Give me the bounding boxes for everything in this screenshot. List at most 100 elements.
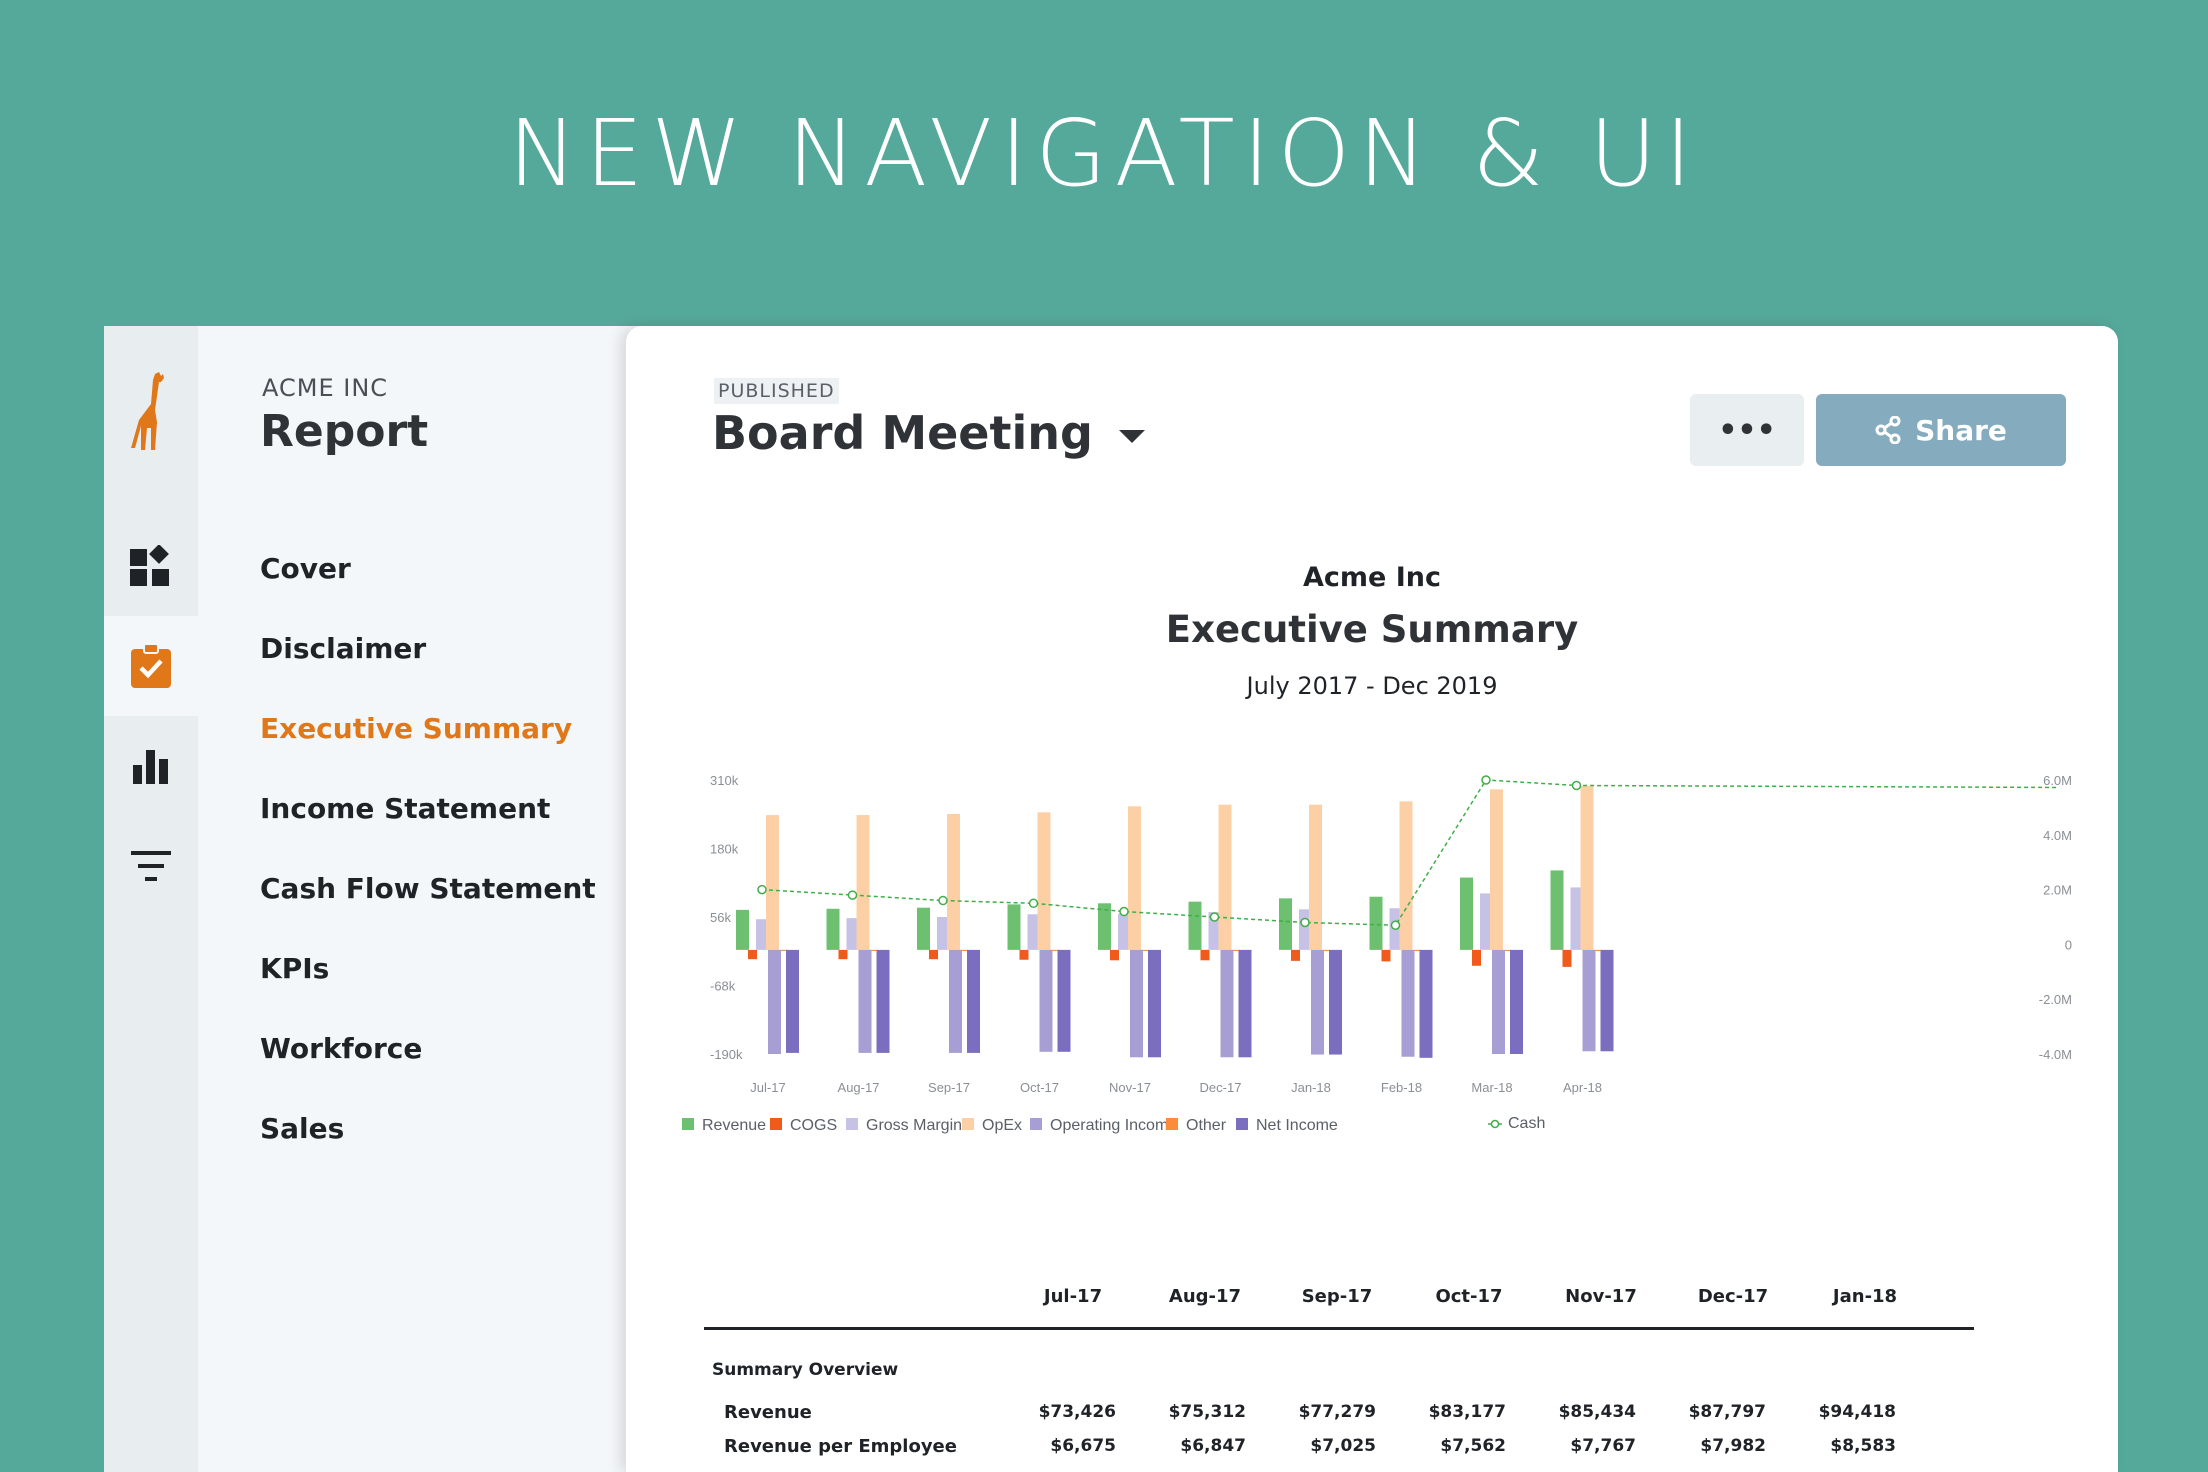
chart-title: Executive Summary [1165,608,1579,651]
bar-opex [1128,806,1141,950]
bar-operating-income [1582,949,1596,1052]
more-options-button[interactable]: ••• [1690,394,1804,466]
nav-item-cover[interactable]: Cover [260,552,351,585]
col-header: Sep-17 [1301,1286,1373,1307]
bar-gross-margin [1027,914,1041,950]
bar-opex [1218,804,1232,950]
bar-other [959,949,968,951]
y-tick-label: 310k [710,773,739,788]
bar-revenue [1460,877,1473,950]
bar-operating-income [858,949,872,1053]
executive-summary-chart: 310k 180k 56k -68k -190k 6.0M 4.0M 2.0M 0 -2.0M -4… [682,773,2072,1134]
bar-opex [1580,786,1594,950]
chart-subtitle: July 2017 - Dec 2019 [1246,672,1498,700]
bar-other [1411,949,1421,951]
bar-gross-margin [937,917,950,950]
legend-swatch [1236,1118,1248,1130]
bar-cogs [929,949,938,960]
table-cell: $7,982 [1700,1436,1766,1456]
bar-gross-margin [1480,893,1493,950]
bar-gross-margin [1208,912,1222,950]
legend-swatch [1166,1118,1178,1130]
y2-tick-label: 0 [2065,937,2072,952]
col-header: Aug-17 [1168,1286,1242,1307]
x-tick-label: Sep-17 [928,1080,970,1095]
y-tick-label: -68k [710,979,736,994]
section-label: Summary Overview [712,1360,899,1380]
bar-operating-income [1492,949,1505,1054]
x-tick-label: Dec-17 [1200,1080,1242,1095]
caret-down-icon [1118,429,1145,443]
cash-point [1300,917,1310,928]
share-button[interactable]: Share [1816,394,2066,466]
cash-point [1028,898,1039,909]
bar-cogs [1110,949,1119,961]
legend-swatch [770,1118,782,1130]
clipboard-check-icon[interactable] [104,616,198,716]
bar-revenue [1188,901,1202,950]
bar-gross-margin [846,918,860,950]
legend-label: Operating Income [1050,1117,1177,1134]
x-tick-label: Nov-17 [1109,1080,1151,1095]
cash-point [1481,775,1491,785]
bar-cogs [748,949,757,960]
bar-net-income [1419,949,1433,1058]
bar-opex [947,813,960,950]
bar-net-income [967,949,980,1053]
chart-company: Acme Inc [1302,562,1442,593]
bar-other [1230,949,1240,951]
table-header: Jul-17 Aug-17 Sep-17 Oct-17 Nov-17 Dec-1… [704,1286,1974,1330]
nav-list: Cover Disclaimer Executive Summary Incom… [260,552,596,1192]
x-tick-label: Mar-18 [1471,1080,1512,1095]
bar-net-income [1510,949,1523,1054]
app-window: ACME INC Report Cover Disclaimer Executi… [104,326,2118,1472]
x-tick-label: Apr-18 [1563,1080,1602,1095]
bar-opex [766,815,779,950]
document-title-dropdown[interactable]: Board Meeting [712,406,1145,460]
nav-item-executive-summary[interactable]: Executive Summary [260,712,573,745]
bar-cogs [1291,949,1300,961]
table-cell: $83,177 [1428,1402,1506,1422]
table-cell: $75,312 [1168,1402,1246,1422]
bar-operating-income [1401,949,1415,1057]
nav-item-cash-flow-statement[interactable]: Cash Flow Statement [260,872,596,905]
table-cell: $94,418 [1818,1402,1896,1422]
nav-item-workforce[interactable]: Workforce [260,1032,423,1065]
legend-label: Other [1186,1117,1227,1134]
summary-table: Jul-17 Aug-17 Sep-17 Oct-17 Nov-17 Dec-1… [704,1286,1974,1457]
bar-revenue [826,908,840,950]
nav-item-sales[interactable]: Sales [260,1112,345,1145]
legend-swatch [1490,1119,1500,1129]
bar-cogs [1472,949,1481,966]
legend-label: COGS [790,1117,837,1134]
table-row: Revenue per Employee $6,675 $6,847 $7,02… [704,1436,1974,1470]
bar-chart-icon[interactable] [104,716,198,816]
y-tick-label: 56k [710,910,731,925]
nav-item-disclaimer[interactable]: Disclaimer [260,632,427,665]
nav-item-income-statement[interactable]: Income Statement [260,792,551,825]
bar-cogs [1200,949,1210,961]
dashboard-icon[interactable] [104,516,198,616]
cash-point [1571,780,1582,791]
company-name: ACME INC [262,374,389,402]
legend-label: Gross Margin [866,1117,962,1134]
bar-net-income [876,949,890,1053]
giraffe-logo-icon[interactable] [104,362,198,462]
bar-operating-income [1039,949,1053,1052]
y2-tick-label: -4.0M [2039,1047,2072,1062]
table-cell: $6,847 [1180,1436,1246,1456]
nav-item-kpis[interactable]: KPIs [260,952,330,985]
table-cell: $8,583 [1830,1436,1896,1456]
legend-swatch [962,1118,974,1130]
x-tick-label: Aug-17 [838,1080,880,1095]
filter-icon[interactable] [104,816,198,916]
table-cell: $7,562 [1440,1436,1506,1456]
cash-point [938,895,948,906]
x-tick-label: Feb-18 [1381,1080,1422,1095]
row-label: Revenue [724,1402,812,1423]
bar-operating-income [1311,949,1324,1055]
bar-net-income [786,949,799,1053]
cash-point [1390,920,1401,930]
bar-cogs [1019,949,1029,960]
bar-other [1049,949,1059,951]
